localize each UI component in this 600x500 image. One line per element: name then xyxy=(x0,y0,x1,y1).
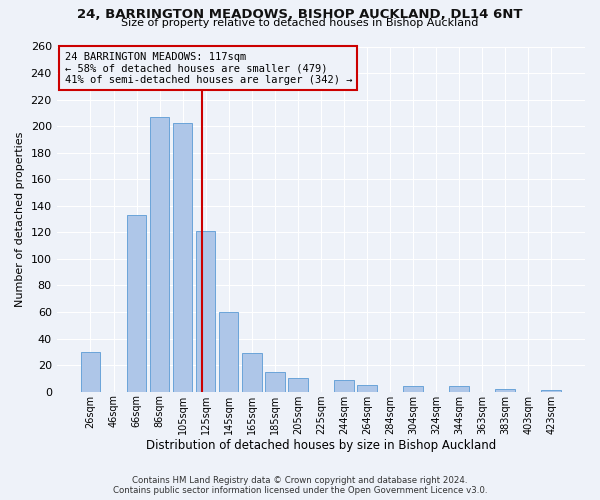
Bar xyxy=(357,385,377,392)
Bar xyxy=(173,124,193,392)
Bar xyxy=(127,215,146,392)
Bar xyxy=(196,231,215,392)
Text: 24, BARRINGTON MEADOWS, BISHOP AUCKLAND, DL14 6NT: 24, BARRINGTON MEADOWS, BISHOP AUCKLAND,… xyxy=(77,8,523,20)
Bar xyxy=(242,353,262,392)
Bar xyxy=(219,312,238,392)
Bar xyxy=(334,380,353,392)
Text: 24 BARRINGTON MEADOWS: 117sqm
← 58% of detached houses are smaller (479)
41% of : 24 BARRINGTON MEADOWS: 117sqm ← 58% of d… xyxy=(65,52,352,85)
X-axis label: Distribution of detached houses by size in Bishop Auckland: Distribution of detached houses by size … xyxy=(146,440,496,452)
Bar xyxy=(496,389,515,392)
Bar xyxy=(449,386,469,392)
Text: Size of property relative to detached houses in Bishop Auckland: Size of property relative to detached ho… xyxy=(121,18,479,28)
Bar xyxy=(288,378,308,392)
Bar xyxy=(265,372,284,392)
Bar xyxy=(150,117,169,392)
Text: Contains HM Land Registry data © Crown copyright and database right 2024.
Contai: Contains HM Land Registry data © Crown c… xyxy=(113,476,487,495)
Y-axis label: Number of detached properties: Number of detached properties xyxy=(15,132,25,307)
Bar xyxy=(80,352,100,392)
Bar xyxy=(403,386,423,392)
Bar xyxy=(541,390,561,392)
